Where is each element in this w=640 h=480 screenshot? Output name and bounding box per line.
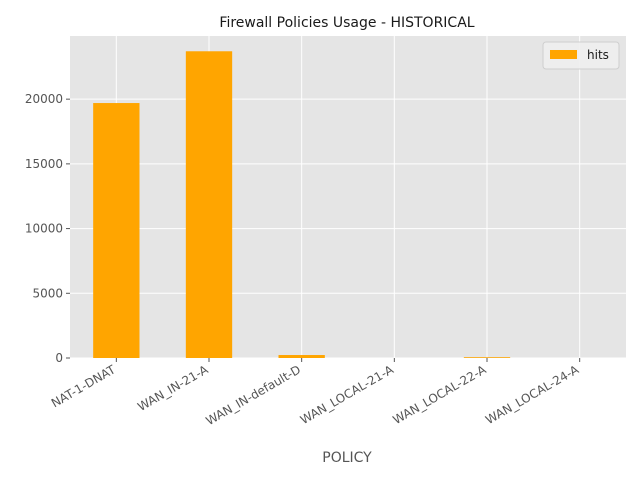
x-tick-label: WAN_LOCAL-21-A	[298, 362, 397, 427]
bars	[93, 51, 511, 359]
x-tick-label: NAT-1-DNAT	[49, 362, 119, 410]
y-tick-label: 20000	[25, 92, 63, 106]
y-tick-label: 15000	[25, 157, 63, 171]
x-axis-label: POLICY	[322, 450, 372, 466]
bar-wan-in-21-a	[185, 51, 233, 359]
chart-title: Firewall Policies Usage - HISTORICAL	[219, 15, 474, 31]
x-axis-ticks: NAT-1-DNAT WAN_IN-21-AWAN_IN-default-DWAN…	[49, 358, 582, 428]
x-tick-label: WAN_LOCAL-22-A	[391, 362, 490, 427]
bar-wan-local-22-a	[463, 357, 511, 358]
x-tick-label: WAN_LOCAL-24-A	[483, 362, 582, 427]
bar-nat-1-dnat	[93, 103, 140, 358]
y-tick-label: 5000	[32, 286, 63, 300]
y-tick-label: 0	[55, 351, 63, 365]
bar-wan-in-default-d	[278, 355, 325, 358]
legend-swatch	[550, 50, 577, 59]
legend-box	[542, 41, 620, 70]
legend: hits	[542, 41, 620, 70]
legend-label: hits	[587, 48, 609, 62]
plot-area	[70, 36, 626, 358]
y-tick-label: 10000	[25, 222, 63, 236]
y-axis-ticks: 0 5000 10000 15000 20000	[25, 92, 70, 365]
x-tick-label: WAN_IN-default-D	[203, 362, 303, 428]
x-tick-label: WAN_IN-21-A	[135, 362, 211, 414]
